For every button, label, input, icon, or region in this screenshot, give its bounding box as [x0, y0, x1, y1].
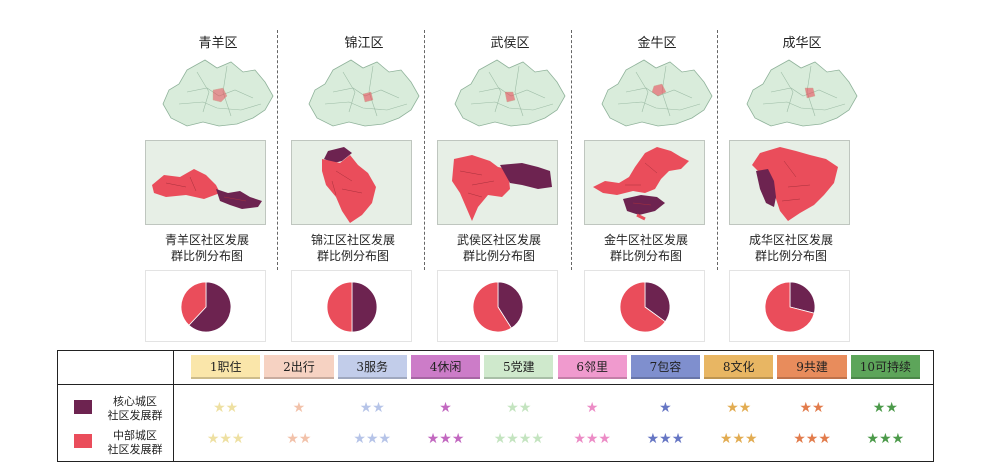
category-label: 9共建	[777, 355, 847, 379]
district-detail-map	[291, 140, 412, 225]
district-title: 青羊区	[198, 36, 238, 51]
legend-label: 中部城区 社区发展群	[100, 429, 170, 457]
map-caption-line: 群比例分布图	[754, 249, 827, 263]
pie-slice-middle	[472, 281, 512, 333]
middle-star-rating: ★★★	[646, 431, 685, 447]
share-pie-box	[145, 270, 266, 342]
map-caption: 青羊区社区发展 群比例分布图	[135, 232, 279, 264]
pie-slice-middle	[180, 281, 207, 326]
map-caption-line: 群比例分布图	[462, 249, 535, 263]
core-star-rating: ★★	[359, 400, 385, 416]
map-caption: 金牛区社区发展 群比例分布图	[574, 232, 718, 264]
middle-star-rating: ★★★	[353, 431, 392, 447]
middle-star-rating: ★★	[286, 431, 312, 447]
district-detail-map	[145, 140, 266, 225]
pie-slice-middle	[326, 281, 353, 333]
middle-star-rating: ★★★	[719, 431, 758, 447]
chengdu-overview-map	[308, 59, 420, 127]
category-label: 7包容	[630, 355, 701, 379]
share-pie-chart	[180, 281, 232, 333]
district-title: 成华区	[782, 36, 822, 51]
pie-slice-core	[789, 281, 816, 314]
category-label: 5党建	[484, 355, 554, 379]
map-caption-line: 金牛区社区发展	[603, 233, 688, 247]
chengdu-overview-map	[162, 59, 274, 127]
legend-label-line: 社区发展群	[107, 443, 163, 456]
core-star-rating: ★★	[726, 400, 752, 416]
legend-label-line: 社区发展群	[107, 409, 163, 422]
chengdu-overview-map	[601, 59, 713, 127]
share-pie-box	[584, 270, 705, 342]
legend-label-line: 中部城区	[113, 429, 157, 442]
district-title: 武侯区	[490, 36, 530, 51]
district-detail-map	[729, 140, 850, 225]
category-label: 3服务	[337, 355, 407, 379]
table-divider	[173, 351, 174, 461]
table-divider	[58, 384, 933, 385]
district-detail-map	[584, 140, 705, 225]
map-caption-line: 群比例分布图	[316, 249, 389, 263]
share-pie-chart	[472, 281, 524, 333]
map-caption-line: 青羊区社区发展	[164, 233, 249, 247]
middle-star-rating: ★★★★	[493, 431, 544, 447]
map-caption: 武侯区社区发展 群比例分布图	[427, 232, 571, 264]
middle-star-rating: ★★★	[793, 431, 831, 447]
map-caption-line: 群比例分布图	[170, 249, 243, 263]
chengdu-overview-map	[746, 59, 858, 127]
middle-star-rating: ★★★	[426, 431, 465, 447]
core-star-rating: ★★	[799, 400, 825, 416]
district-detail-map	[437, 140, 558, 225]
map-caption: 锦江区社区发展 群比例分布图	[281, 232, 425, 264]
core-star-rating: ★	[659, 400, 672, 416]
core-star-rating: ★	[292, 400, 306, 416]
share-pie-box	[437, 270, 558, 342]
column-divider	[717, 30, 718, 270]
category-label: 1职住	[191, 355, 261, 379]
category-label: 4休闲	[410, 355, 481, 379]
category-label: 10可持续	[850, 355, 920, 379]
share-pie-chart	[764, 281, 816, 333]
district-title: 金牛区	[637, 36, 677, 51]
map-caption-line: 群比例分布图	[609, 249, 682, 263]
category-label: 8文化	[704, 355, 774, 379]
legend-label: 核心城区 社区发展群	[100, 395, 170, 423]
pie-slice-middle	[764, 281, 815, 333]
legend-swatch-core	[74, 400, 92, 414]
map-caption-line: 成华区社区发展	[748, 233, 833, 247]
middle-star-rating: ★★★	[206, 431, 245, 447]
core-star-rating: ★★	[213, 400, 239, 416]
legend-label-line: 核心城区	[113, 395, 157, 408]
share-pie-chart	[619, 281, 671, 333]
pie-slice-core	[188, 281, 232, 333]
core-star-rating: ★	[439, 400, 452, 416]
middle-star-rating: ★★★	[573, 431, 611, 447]
map-caption-line: 武侯区社区发展	[456, 233, 541, 247]
district-title: 锦江区	[344, 36, 384, 51]
core-star-rating: ★★	[872, 400, 898, 416]
map-caption-line: 锦江区社区发展	[310, 233, 395, 247]
pie-slice-core	[644, 281, 671, 323]
pie-slice-core	[351, 281, 378, 333]
map-caption: 成华区社区发展 群比例分布图	[719, 232, 863, 264]
pie-slice-middle	[619, 281, 666, 333]
column-divider	[424, 30, 425, 270]
category-label: 2出行	[264, 355, 334, 379]
share-pie-chart	[326, 281, 378, 333]
legend-swatch-middle	[74, 434, 92, 448]
indicator-table: 核心城区 社区发展群 中部城区 社区发展群 1职住 ★★ ★★★ 2出行 ★ ★★ 3服务 ★…	[57, 350, 934, 462]
middle-star-rating: ★★★	[866, 431, 905, 447]
core-star-rating: ★★	[506, 400, 532, 416]
chengdu-overview-map	[454, 59, 566, 127]
column-divider	[571, 30, 572, 270]
category-label: 6邻里	[557, 355, 627, 379]
share-pie-box	[291, 270, 412, 342]
column-divider	[277, 30, 278, 270]
share-pie-box	[729, 270, 850, 342]
core-star-rating: ★	[585, 400, 599, 416]
